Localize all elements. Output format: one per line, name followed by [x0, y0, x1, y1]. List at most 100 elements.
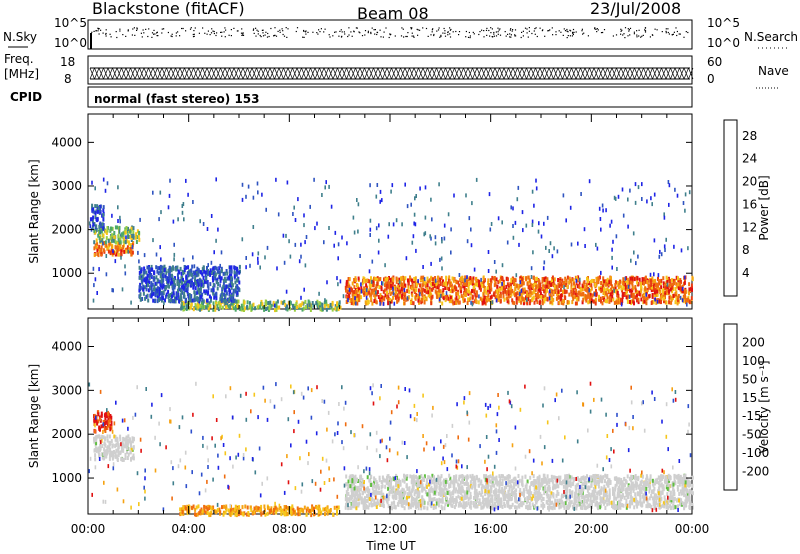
data-cell: [427, 293, 430, 297]
data-cell: [160, 210, 162, 215]
data-cell: [194, 280, 197, 285]
data-cell: [598, 206, 601, 211]
data-cell: [562, 301, 565, 306]
data-cell: [150, 267, 153, 272]
data-cell: [621, 187, 624, 192]
data-cell: [111, 451, 113, 456]
data-cell: [439, 282, 442, 287]
data-cell: [205, 305, 208, 310]
data-cell: [407, 281, 410, 286]
nsky-dot: [564, 30, 567, 32]
data-cell: [153, 271, 156, 276]
data-cell: [365, 290, 368, 295]
data-cell: [616, 280, 619, 285]
data-cell: [187, 283, 189, 287]
data-cell: [339, 279, 342, 284]
freq-band-stroke: [548, 67, 554, 80]
data-cell: [646, 289, 648, 294]
nsky-dot: [359, 32, 361, 34]
data-cell: [516, 197, 519, 202]
nsky-dot: [133, 27, 135, 29]
data-cell: [215, 291, 218, 296]
data-cell: [295, 302, 298, 306]
data-cell: [241, 306, 244, 311]
data-cell: [165, 270, 168, 275]
data-cell: [507, 288, 510, 293]
data-cell: [415, 288, 418, 293]
data-cell: [246, 304, 249, 309]
freq-band-stroke: [314, 67, 320, 80]
nsky-dot: [442, 32, 444, 34]
data-cell: [618, 280, 621, 285]
data-cell: [368, 279, 371, 284]
data-cell: [522, 297, 525, 302]
data-cell: [105, 243, 108, 248]
nsky-dot: [444, 35, 447, 37]
data-cell: [653, 497, 656, 502]
data-cell: [471, 201, 473, 206]
data-cell: [195, 271, 198, 276]
data-cell: [690, 283, 693, 288]
nsky-dot: [497, 33, 499, 35]
data-cell: [177, 288, 179, 293]
data-cell: [518, 242, 520, 247]
data-cell: [200, 301, 203, 306]
nsky-dot: [136, 28, 138, 30]
data-cell: [236, 303, 239, 308]
freq-band-stroke: [166, 67, 172, 80]
data-cell: [401, 277, 404, 281]
data-cell: [629, 300, 631, 304]
data-cell: [588, 503, 591, 508]
data-cell: [613, 476, 616, 481]
data-cell: [444, 502, 447, 507]
data-cell: [677, 479, 680, 484]
data-cell: [369, 183, 371, 188]
data-cell: [408, 289, 411, 294]
data-cell: [569, 500, 572, 505]
data-cell: [230, 269, 233, 274]
data-cell: [684, 192, 687, 197]
nsky-dot: [380, 36, 382, 38]
data-cell: [243, 306, 246, 311]
nsky-dot: [213, 30, 215, 33]
nsky-dot: [469, 35, 471, 37]
data-cell: [289, 254, 292, 259]
data-cell: [94, 429, 96, 434]
data-cell: [598, 275, 601, 280]
data-cell: [526, 297, 528, 302]
date-title: 23/Jul/2008: [590, 0, 681, 18]
data-cell: [592, 299, 595, 304]
nsky-dot: [455, 30, 457, 33]
data-cell: [215, 177, 217, 182]
nsky-dot: [555, 31, 557, 33]
data-cell: [550, 280, 553, 285]
data-cell: [284, 303, 287, 307]
data-cell: [106, 450, 109, 455]
data-cell: [493, 291, 496, 296]
freq-band-stroke: [467, 67, 473, 80]
data-cell: [538, 288, 541, 293]
data-cell: [233, 266, 236, 271]
nsky-dot: [433, 34, 435, 37]
data-cell: [547, 478, 550, 483]
nsky-dot: [654, 28, 656, 30]
data-cell: [560, 300, 563, 305]
nsky-dot: [273, 35, 275, 37]
data-cell: [132, 230, 135, 235]
data-cell: [348, 287, 351, 292]
data-cell: [634, 200, 637, 205]
data-cell: [265, 307, 267, 311]
data-cell: [191, 298, 194, 303]
nsky-dot: [479, 31, 481, 33]
data-cell: [235, 299, 238, 304]
data-cell: [370, 276, 372, 281]
data-cell: [643, 277, 646, 282]
data-cell: [386, 290, 388, 295]
data-cell: [96, 242, 99, 247]
data-cell: [318, 291, 320, 296]
data-cell: [400, 277, 403, 282]
data-cell: [215, 238, 217, 243]
freq-band-stroke: [539, 67, 545, 80]
data-cell: [423, 296, 426, 301]
data-cell: [671, 285, 674, 290]
